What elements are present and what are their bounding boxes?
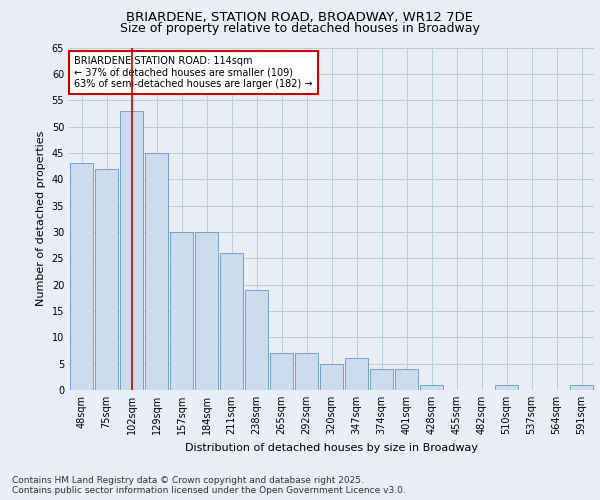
Bar xyxy=(170,232,193,390)
Bar xyxy=(495,384,518,390)
Text: Contains HM Land Registry data © Crown copyright and database right 2025.
Contai: Contains HM Land Registry data © Crown c… xyxy=(12,476,406,495)
Bar xyxy=(70,164,93,390)
Bar xyxy=(120,110,143,390)
Bar xyxy=(295,353,318,390)
Bar xyxy=(570,384,593,390)
Bar xyxy=(420,384,443,390)
Bar xyxy=(370,369,393,390)
Bar xyxy=(220,253,243,390)
X-axis label: Distribution of detached houses by size in Broadway: Distribution of detached houses by size … xyxy=(185,442,478,452)
Bar xyxy=(145,153,168,390)
Bar xyxy=(95,168,118,390)
Text: BRIARDENE, STATION ROAD, BROADWAY, WR12 7DE: BRIARDENE, STATION ROAD, BROADWAY, WR12 … xyxy=(127,11,473,24)
Bar xyxy=(320,364,343,390)
Text: Size of property relative to detached houses in Broadway: Size of property relative to detached ho… xyxy=(120,22,480,35)
Bar xyxy=(195,232,218,390)
Bar xyxy=(345,358,368,390)
Bar xyxy=(245,290,268,390)
Text: BRIARDENE STATION ROAD: 114sqm
← 37% of detached houses are smaller (109)
63% of: BRIARDENE STATION ROAD: 114sqm ← 37% of … xyxy=(74,56,313,90)
Bar xyxy=(395,369,418,390)
Y-axis label: Number of detached properties: Number of detached properties xyxy=(36,131,46,306)
Bar xyxy=(270,353,293,390)
